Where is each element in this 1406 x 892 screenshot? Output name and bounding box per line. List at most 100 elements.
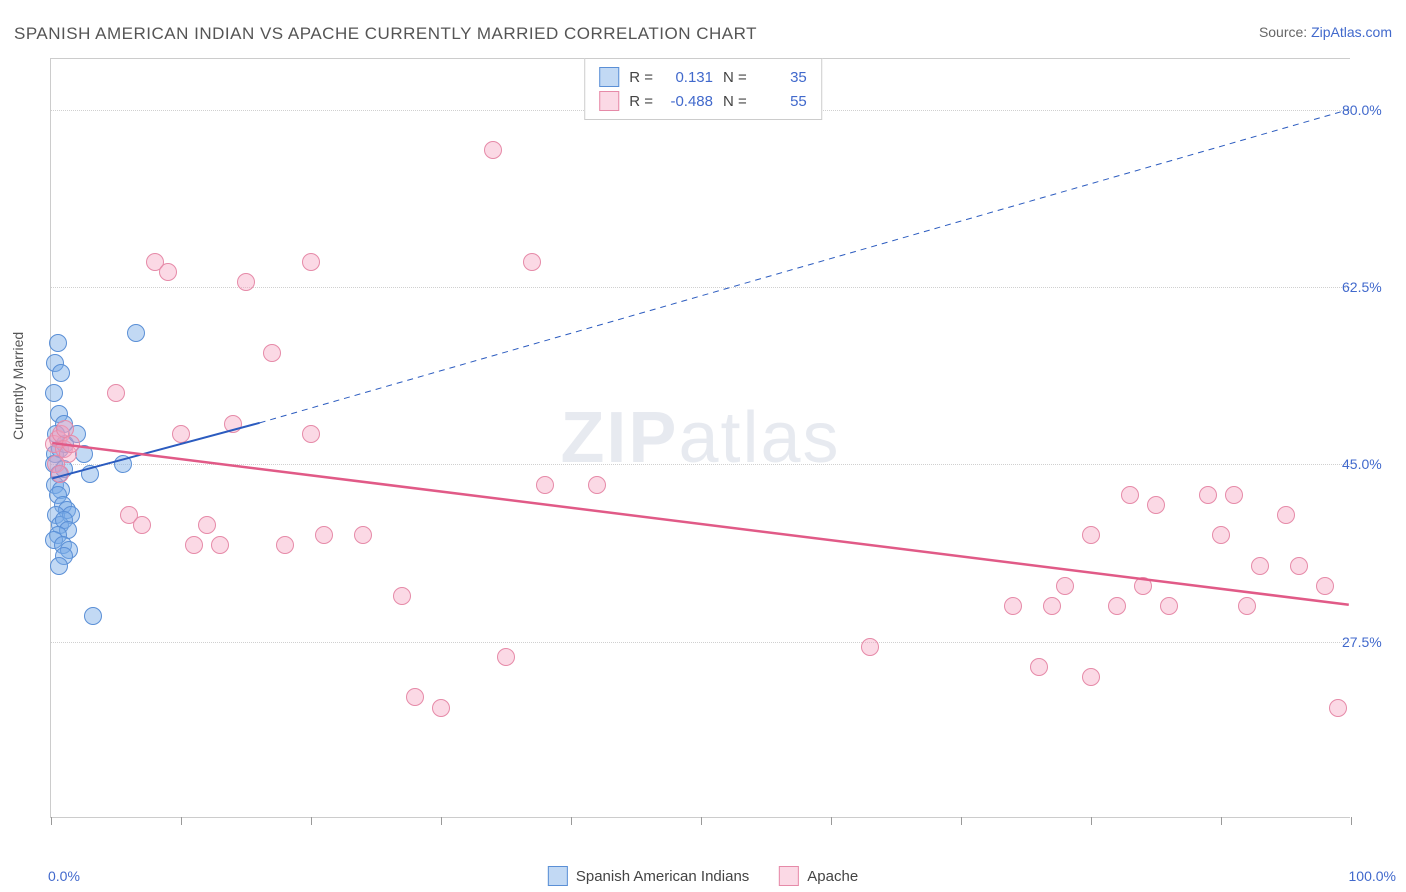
x-tick	[1221, 817, 1222, 825]
series1-r-value: 0.131	[663, 69, 713, 86]
trend-lines-layer	[51, 59, 1350, 817]
gridline	[51, 642, 1350, 643]
scatter-point	[1030, 658, 1048, 676]
scatter-point	[1134, 577, 1152, 595]
series2-r-value: -0.488	[663, 93, 713, 110]
x-tick	[1091, 817, 1092, 825]
watermark: ZIPatlas	[560, 397, 840, 479]
chart-plot-area: ZIPatlas 27.5%45.0%62.5%80.0%	[50, 58, 1350, 818]
scatter-point	[1212, 526, 1230, 544]
gridline	[51, 464, 1350, 465]
series1-swatch	[599, 67, 619, 87]
scatter-point	[1121, 486, 1139, 504]
x-tick	[441, 817, 442, 825]
series-legend: Spanish American Indians Apache	[548, 866, 858, 886]
scatter-point	[588, 476, 606, 494]
scatter-point	[185, 536, 203, 554]
scatter-point	[1225, 486, 1243, 504]
series1-name: Spanish American Indians	[576, 868, 749, 885]
x-tick	[311, 817, 312, 825]
y-tick-label: 80.0%	[1342, 102, 1402, 118]
legend-row-series1: R = 0.131 N = 35	[599, 65, 807, 89]
scatter-point	[1316, 577, 1334, 595]
scatter-point	[1290, 557, 1308, 575]
scatter-point	[861, 638, 879, 656]
scatter-point	[127, 324, 145, 342]
scatter-point	[1043, 597, 1061, 615]
source-prefix: Source:	[1259, 24, 1311, 40]
scatter-point	[172, 425, 190, 443]
r-label: R =	[629, 93, 653, 110]
scatter-point	[1277, 506, 1295, 524]
legend-item-series1: Spanish American Indians	[548, 866, 749, 886]
x-tick	[571, 817, 572, 825]
scatter-point	[1238, 597, 1256, 615]
legend-row-series2: R = -0.488 N = 55	[599, 89, 807, 113]
scatter-point	[536, 476, 554, 494]
scatter-point	[84, 607, 102, 625]
r-label: R =	[629, 69, 653, 86]
y-axis-title: Currently Married	[10, 332, 26, 440]
scatter-point	[315, 526, 333, 544]
scatter-point	[484, 141, 502, 159]
scatter-point	[406, 688, 424, 706]
scatter-point	[211, 536, 229, 554]
source-link[interactable]: ZipAtlas.com	[1311, 24, 1392, 40]
series2-swatch-icon	[779, 866, 799, 886]
scatter-point	[81, 465, 99, 483]
series2-name: Apache	[807, 868, 858, 885]
scatter-point	[49, 334, 67, 352]
scatter-point	[302, 425, 320, 443]
x-tick	[701, 817, 702, 825]
x-tick	[831, 817, 832, 825]
scatter-point	[159, 263, 177, 281]
scatter-point	[224, 415, 242, 433]
scatter-point	[523, 253, 541, 271]
scatter-point	[1082, 668, 1100, 686]
scatter-point	[432, 699, 450, 717]
x-tick	[961, 817, 962, 825]
y-tick-label: 62.5%	[1342, 279, 1402, 295]
scatter-point	[198, 516, 216, 534]
scatter-point	[114, 455, 132, 473]
scatter-point	[133, 516, 151, 534]
scatter-point	[263, 344, 281, 362]
x-axis-min-label: 0.0%	[48, 868, 80, 884]
watermark-light: atlas	[678, 398, 840, 478]
scatter-point	[302, 253, 320, 271]
series2-swatch	[599, 91, 619, 111]
scatter-point	[393, 587, 411, 605]
scatter-point	[107, 384, 125, 402]
scatter-point	[50, 557, 68, 575]
legend-item-series2: Apache	[779, 866, 858, 886]
x-axis-max-label: 100.0%	[1349, 868, 1396, 884]
scatter-point	[1199, 486, 1217, 504]
scatter-point	[1251, 557, 1269, 575]
chart-title: SPANISH AMERICAN INDIAN VS APACHE CURREN…	[14, 24, 757, 44]
series2-n-value: 55	[757, 93, 807, 110]
scatter-point	[1329, 699, 1347, 717]
scatter-point	[497, 648, 515, 666]
scatter-point	[237, 273, 255, 291]
scatter-point	[276, 536, 294, 554]
n-label: N =	[723, 93, 747, 110]
y-tick-label: 45.0%	[1342, 456, 1402, 472]
x-tick	[1351, 817, 1352, 825]
scatter-point	[1160, 597, 1178, 615]
watermark-bold: ZIP	[560, 398, 678, 478]
scatter-point	[354, 526, 372, 544]
source-citation: Source: ZipAtlas.com	[1259, 24, 1392, 40]
y-tick-label: 27.5%	[1342, 634, 1402, 650]
scatter-point	[1082, 526, 1100, 544]
correlation-legend: R = 0.131 N = 35 R = -0.488 N = 55	[584, 58, 822, 120]
n-label: N =	[723, 69, 747, 86]
scatter-point	[1056, 577, 1074, 595]
x-tick	[181, 817, 182, 825]
scatter-point	[1147, 496, 1165, 514]
series1-swatch-icon	[548, 866, 568, 886]
scatter-point	[1004, 597, 1022, 615]
scatter-point	[62, 435, 80, 453]
scatter-point	[1108, 597, 1126, 615]
scatter-point	[45, 384, 63, 402]
scatter-point	[51, 465, 69, 483]
